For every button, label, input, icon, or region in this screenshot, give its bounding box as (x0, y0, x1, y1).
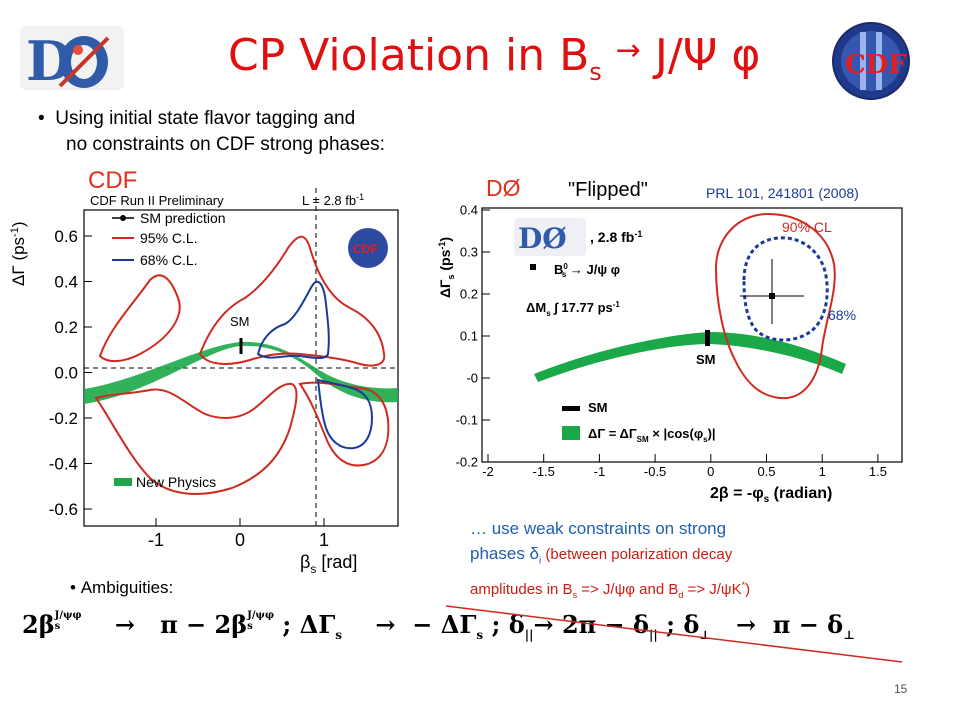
cdf-y-tick-label: -0.4 (49, 454, 78, 473)
d0-sm-marker (705, 330, 710, 346)
slide-title: CP Violation in Bs → J/Ψ φ (228, 30, 761, 86)
d0-lumi: , 2.8 fb-1 (590, 229, 642, 245)
d0-legend-sm: SM (588, 400, 608, 415)
cdf-sm-label: SM (230, 314, 250, 329)
d0-x-tick-label: -1 (594, 464, 606, 479)
cdf-x-tick-label: 0 (235, 530, 245, 550)
cdf-y-tick-label: 0.0 (54, 363, 78, 382)
note-line-2: phases δi (between polarization decay (470, 544, 733, 567)
bullet-flavor-tagging-cont: no constraints on CDF strong phases: (66, 134, 385, 155)
cdf-x-tick-label: 1 (319, 530, 329, 550)
strike-line (445, 605, 903, 663)
d0-red-contour (714, 212, 836, 400)
cdf-logo: CDF (832, 22, 910, 100)
cdf-legend-new-physics: New Physics (136, 474, 216, 490)
d0-y-tick-label: -0 (466, 371, 478, 386)
cdf-y-tick-label: -0.2 (49, 409, 78, 428)
d0-y-tick-label: 0.1 (460, 329, 478, 344)
d0-y-tick-label: 0.4 (460, 203, 478, 218)
cdf-y-tick-label: -0.6 (49, 500, 78, 519)
d0-x-tick-label: 1.5 (869, 464, 887, 479)
svg-text:CDF: CDF (353, 242, 378, 256)
d0-cl90-label: 90% CL (782, 219, 832, 235)
d0-x-tick-label: -0.5 (644, 464, 666, 479)
d0-decay: B0 s → J/ψ φ (554, 262, 620, 279)
d0-x-tick-label: -1.5 (532, 464, 554, 479)
cdf-x-tick-label: -1 (148, 530, 164, 550)
d0-contour-plot: DØ "Flipped" PRL 101, 241801 (2008) DØ ,… (437, 175, 903, 505)
note-line-1: … use weak constraints on strong (470, 519, 727, 538)
cdf-red-contour-4 (298, 381, 390, 467)
cdf-plot-label: CDF (88, 167, 137, 194)
cdf-blue-contour-2 (316, 378, 374, 450)
d0-cl68-label: 68% (828, 307, 856, 323)
cdf-xlabel: βs [rad] (300, 552, 357, 576)
bullet-flavor-tagging: • Using initial state flavor tagging and (38, 108, 356, 129)
cdf-y-tick-label: 0.6 (54, 227, 78, 246)
d0-green-band (534, 332, 846, 382)
weak-constraints-note: … use weak constraints on strong phases … (470, 516, 910, 608)
cdf-red-contour-2 (94, 382, 298, 495)
d0-flipped-label: "Flipped" (568, 179, 648, 201)
cdf-inset-logo (348, 228, 388, 268)
d0-y-tick-label: 0.3 (460, 245, 478, 260)
d0-x-tick-label: 0 (707, 464, 714, 479)
bullet-ambiguities: • Ambiguities: (70, 578, 174, 597)
cdf-legend-sm: SM prediction (140, 210, 226, 226)
svg-text:CDF: CDF (845, 50, 907, 80)
d0-x-tick-label: 0.5 (757, 464, 775, 479)
d0-reference: PRL 101, 241801 (2008) (706, 185, 859, 201)
cdf-red-contour-3 (198, 235, 386, 367)
d0-sm-label: SM (696, 352, 716, 367)
page-number: 15 (894, 682, 908, 696)
d0-legend-band: ΔΓ = ΔΓSM × |cos(φs)| (588, 426, 716, 444)
cdf-header-left: CDF Run II Preliminary (90, 193, 224, 208)
d0-logo: D (20, 26, 124, 93)
note-line-3: amplitudes in Bs => J/ψφ and Bd => J/ψK*… (470, 580, 751, 601)
d0-ylabel: ΔΓs (ps-1) (437, 237, 456, 298)
svg-text:DØ: DØ (518, 222, 567, 255)
cdf-blue-contour-1 (256, 280, 330, 359)
d0-plot-label: DØ (486, 175, 521, 201)
cdf-y-tick-label: 0.4 (54, 272, 78, 291)
d0-plot-frame (481, 207, 903, 463)
d0-blue-contour (742, 236, 829, 342)
d0-x-tick-label: 1 (819, 464, 826, 479)
cdf-header-right: L = 2.8 fb-1 (302, 192, 364, 208)
d0-y-tick-label: -0.1 (456, 413, 478, 428)
d0-y-tick-label: -0.2 (456, 455, 478, 470)
d0-y-tick-label: 0.2 (460, 287, 478, 302)
cdf-contour-plot: CDF CDF Run II Preliminary L = 2.8 fb-1 … (9, 167, 399, 576)
d0-dm: ΔMs ∫ 17.77 ps-1 (526, 300, 620, 318)
d0-xlabel: 2β = -φs (radian) (710, 485, 832, 505)
d0-inset-logo (514, 218, 586, 256)
cdf-legend-95: 95% C.L. (140, 230, 198, 246)
cdf-red-contour-1 (98, 274, 181, 362)
cdf-ylabel: ΔΓ (ps-1) (9, 221, 28, 286)
d0-central-point (769, 293, 775, 299)
cdf-y-tick-label: 0.2 (54, 318, 78, 337)
d0-x-tick-label: -2 (482, 464, 494, 479)
cdf-legend-68: 68% C.L. (140, 252, 198, 268)
